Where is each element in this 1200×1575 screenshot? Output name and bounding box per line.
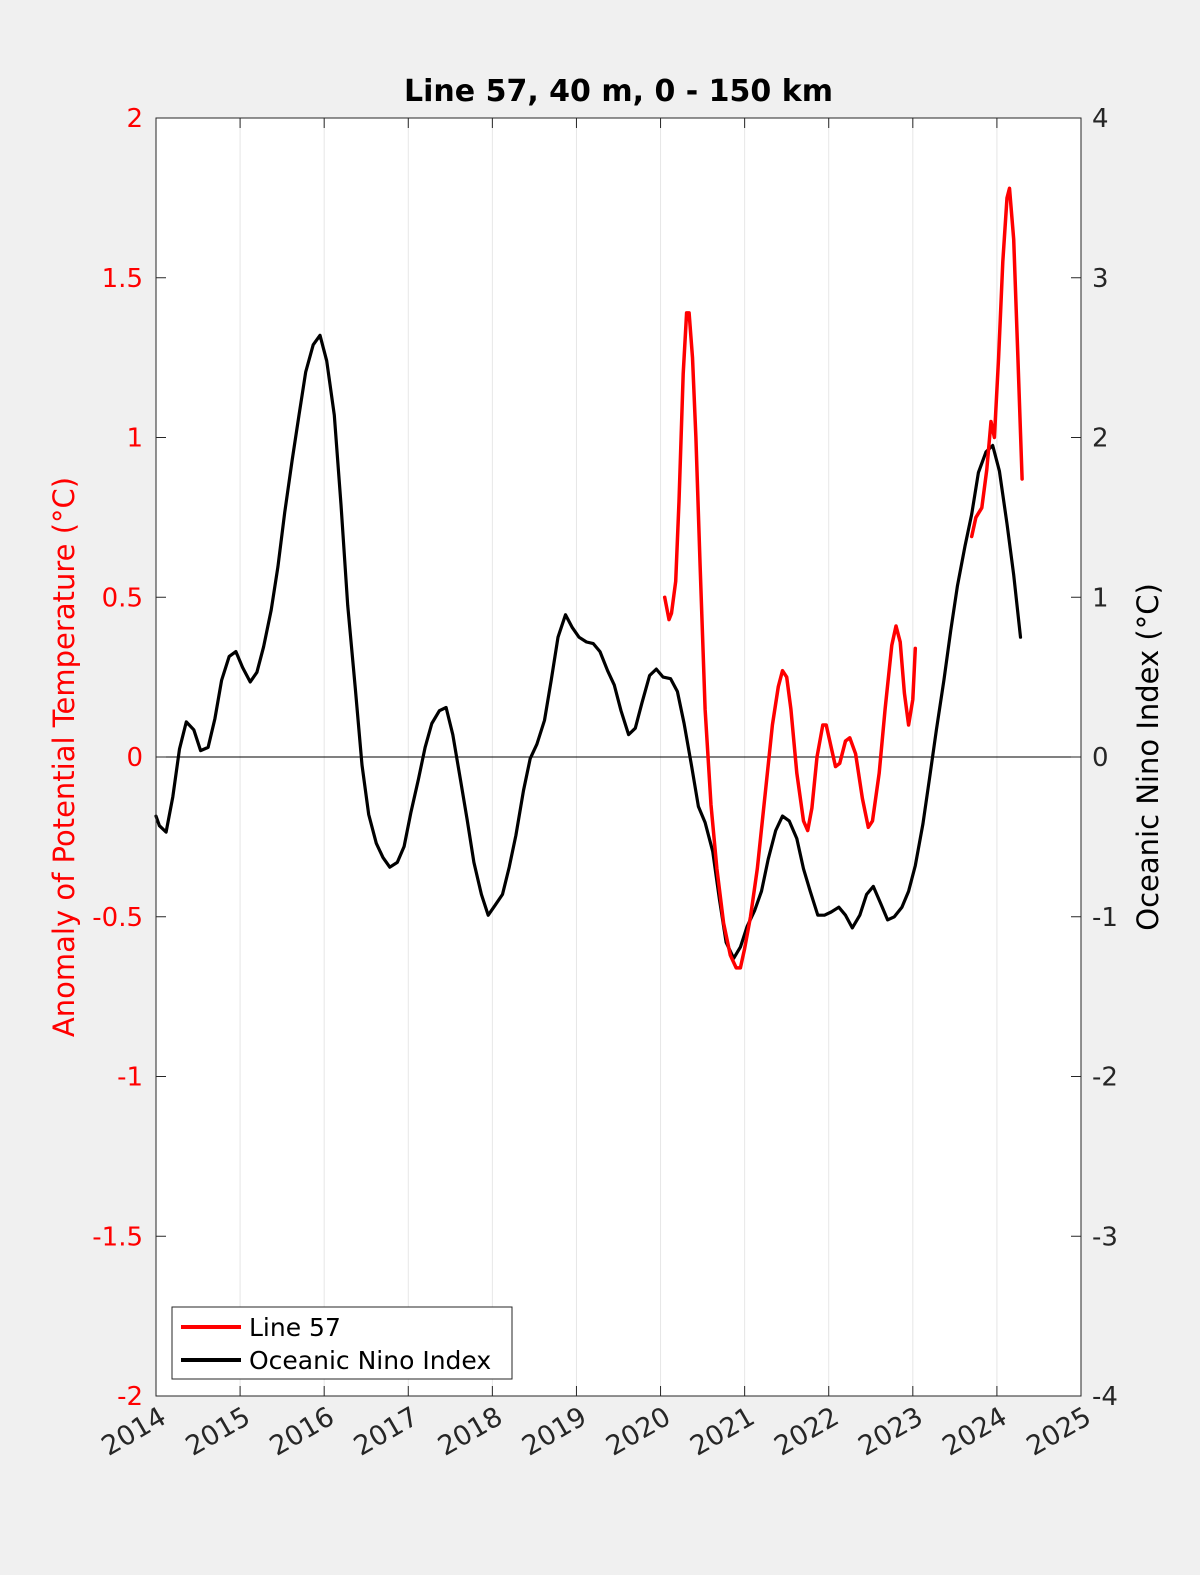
- y-left-tick-label: 1: [126, 424, 143, 454]
- legend-label-oni: Oceanic Nino Index: [249, 1346, 491, 1375]
- series-line-line57-segment-1: [662, 311, 918, 970]
- y-right-tick-label: -3: [1092, 1222, 1118, 1252]
- y-left-tick-label: 0.5: [102, 583, 143, 613]
- chart-title: Line 57, 40 m, 0 - 150 km: [404, 74, 833, 109]
- x-tick-label: 2020: [601, 1401, 676, 1462]
- y-left-tick-label: -0.5: [92, 903, 143, 933]
- legend-box: [171, 1306, 513, 1380]
- y-right-tick-label: -2: [1092, 1063, 1118, 1093]
- y-right-tick-label: -4: [1092, 1382, 1118, 1412]
- x-tick-label: 2023: [853, 1401, 928, 1462]
- y-left-tick-label: -1: [117, 1063, 143, 1093]
- y-left-tick-label: -2: [117, 1382, 143, 1412]
- x-tick-label: 2015: [181, 1401, 256, 1462]
- series-line-line57-segment-2: [969, 186, 1024, 539]
- y-right-tick-label: 1: [1092, 583, 1109, 613]
- x-tick-label: 2018: [433, 1401, 508, 1462]
- y-right-tick-label: 2: [1092, 424, 1109, 454]
- left-y-axis: 2 1.5 1 0.5 0 -0.5 -1 -1.5 -2: [92, 104, 166, 1412]
- x-tick-label: 2021: [685, 1401, 760, 1462]
- y-right-tick-label: 3: [1092, 264, 1109, 294]
- legend: Line 57 Oceanic Nino Index: [171, 1306, 513, 1380]
- x-tick-label: 2024: [937, 1401, 1012, 1462]
- x-tick-label: 2017: [349, 1401, 424, 1462]
- legend-label-line57: Line 57: [249, 1313, 341, 1342]
- x-tick-label: 2022: [769, 1401, 844, 1462]
- x-tick-label: 2019: [517, 1401, 592, 1462]
- y-left-tick-label: 1.5: [102, 264, 143, 294]
- right-axis-label: Oceanic Nino Index (°C): [1131, 583, 1165, 931]
- right-y-axis: 4 3 2 1 0 -1 -2 -3 -4: [1071, 104, 1118, 1412]
- series-lines: [154, 186, 1024, 970]
- y-right-tick-label: -1: [1092, 903, 1118, 933]
- left-axis-label: Anomaly of Potential Temperature (°C): [47, 477, 81, 1037]
- y-left-tick-label: -1.5: [92, 1222, 143, 1252]
- y-right-tick-label: 4: [1092, 104, 1109, 134]
- x-tick-label: 2025: [1021, 1401, 1096, 1462]
- y-left-tick-label: 0: [126, 743, 143, 773]
- y-right-tick-label: 0: [1092, 743, 1109, 773]
- series-line-oni: [154, 333, 1023, 960]
- y-left-tick-label: 2: [126, 104, 143, 134]
- x-tick-label: 2016: [265, 1401, 340, 1462]
